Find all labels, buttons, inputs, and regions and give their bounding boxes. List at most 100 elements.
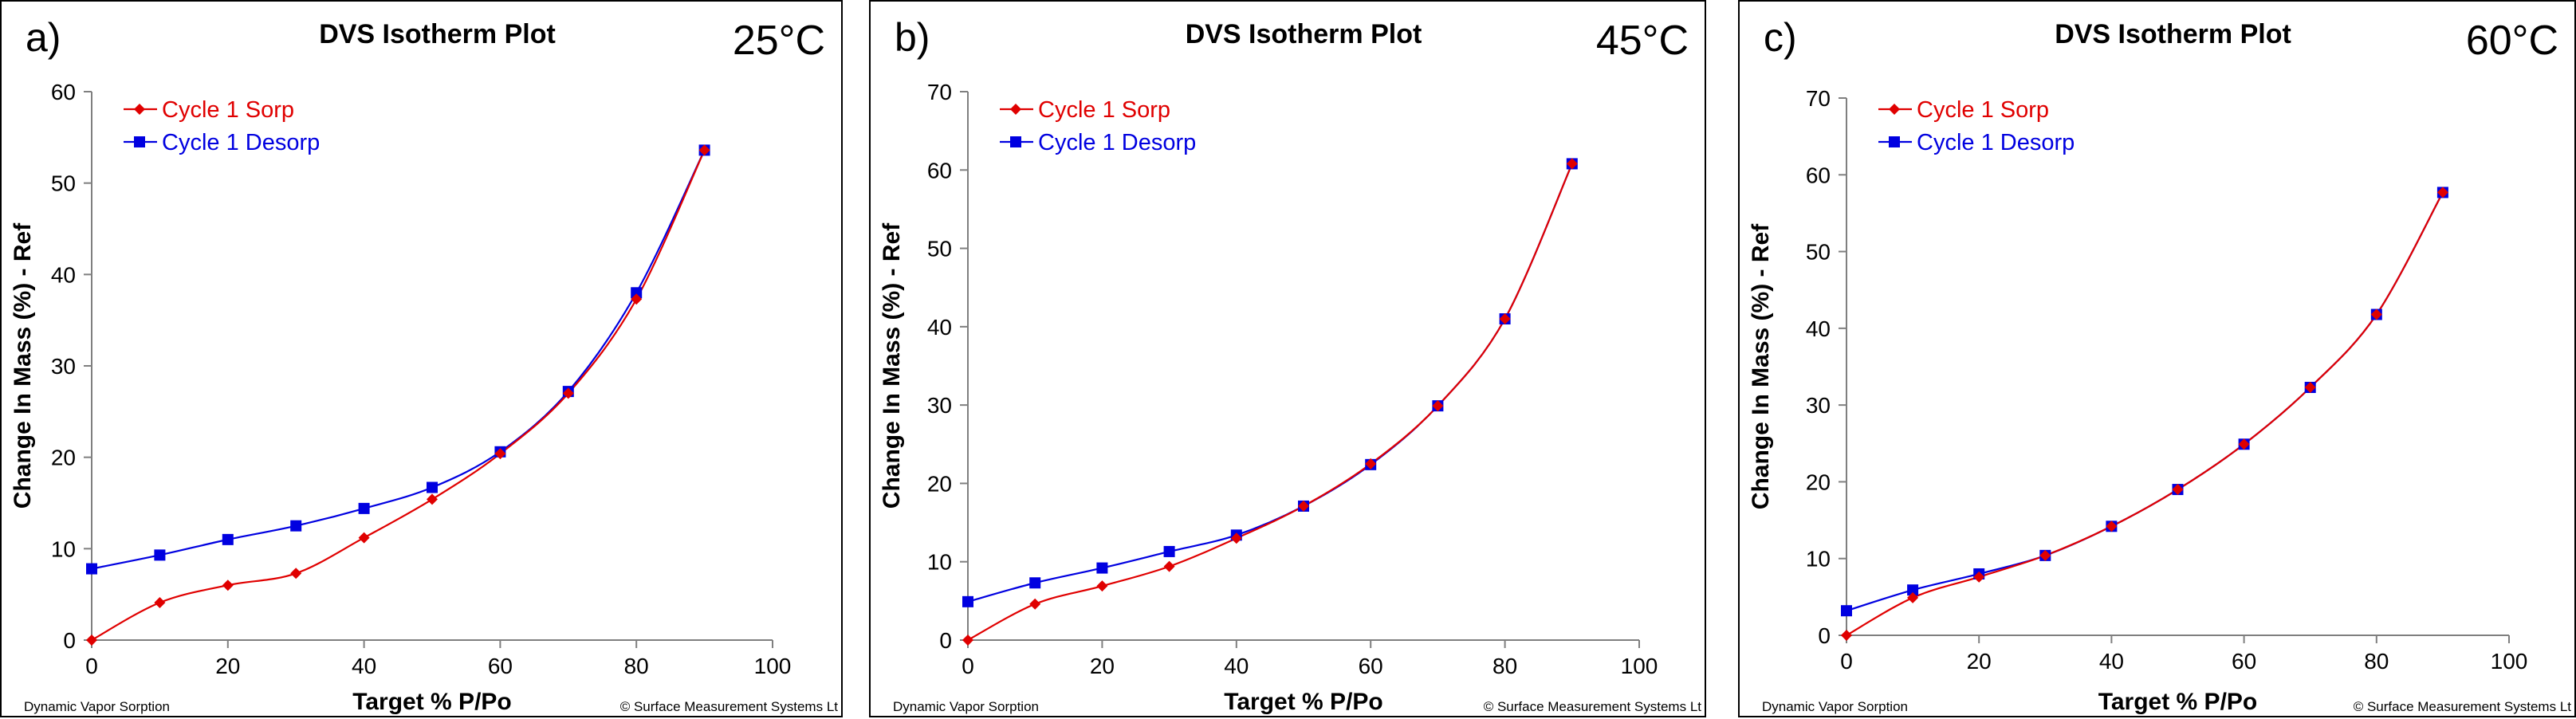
data-point-sorp — [427, 493, 438, 505]
x-tick-label: 80 — [1493, 654, 1517, 678]
data-point-sorp — [290, 568, 302, 580]
x-tick-label: 0 — [85, 654, 98, 678]
x-tick-label: 80 — [2364, 649, 2389, 674]
footer-left: Dynamic Vapor Sorption — [1762, 699, 1908, 714]
y-tick-label: 60 — [927, 158, 952, 183]
y-tick-label: 30 — [51, 354, 76, 379]
x-tick-label: 40 — [2099, 649, 2124, 674]
series-line-sorp — [1846, 191, 2444, 636]
legend-label-desorp: Cycle 1 Desorp — [1917, 130, 2075, 155]
series-line-desorp — [91, 149, 706, 570]
footer-right: © Surface Measurement Systems Lt — [1484, 699, 1702, 714]
data-point-desorp — [86, 563, 97, 575]
y-tick-label: 60 — [51, 80, 76, 104]
chart-svg: c) DVS Isotherm Plot 60°C 0 20 40 60 80 100 0 10 20… — [1748, 15, 2571, 715]
series-line-desorp — [967, 163, 1573, 603]
y-tick-label: 30 — [1806, 393, 1831, 418]
chart-svg: b) DVS Isotherm Plot 45°C 0 20 40 60 80 100 0 10 20… — [879, 15, 1702, 715]
data-point-sorp — [1029, 598, 1041, 610]
footer-left: Dynamic Vapor Sorption — [24, 699, 170, 714]
data-point-sorp — [1973, 571, 1985, 583]
x-tick-label: 40 — [352, 654, 376, 678]
data-point-desorp — [154, 549, 166, 561]
data-point-sorp — [222, 580, 234, 591]
chart-panel-c: c) DVS Isotherm Plot 60°C 0 20 40 60 80 100 0 10 20… — [1738, 0, 2576, 717]
data-point-desorp — [1029, 577, 1041, 589]
legend-label-sorp: Cycle 1 Sorp — [1917, 97, 2049, 123]
data-point-desorp — [1907, 584, 1919, 596]
data-point-desorp — [1841, 605, 1852, 617]
y-axis-title: Change In Mass (%) - Ref — [10, 222, 36, 509]
legend-marker-desorp — [1889, 136, 1900, 147]
y-tick-label: 50 — [51, 171, 76, 196]
data-point-sorp — [2172, 484, 2184, 496]
y-tick-label: 50 — [927, 237, 952, 261]
data-point-desorp — [631, 287, 643, 299]
data-point-sorp — [2436, 187, 2448, 198]
chart-panel-a: a) DVS Isotherm Plot 25°C 0 20 40 60 80 100 0 10 20… — [0, 0, 843, 717]
data-point-sorp — [2238, 438, 2250, 450]
panel-label: a) — [26, 15, 61, 60]
chart-title: DVS Isotherm Plot — [1186, 19, 1422, 49]
y-tick-label: 20 — [51, 446, 76, 470]
x-tick-label: 40 — [1224, 654, 1249, 678]
y-tick-label: 30 — [927, 393, 952, 418]
y-tick-label: 40 — [1806, 316, 1831, 341]
x-tick-label: 100 — [754, 654, 792, 678]
series-line-sorp — [967, 163, 1573, 641]
footer-right: © Surface Measurement Systems Lt — [620, 699, 839, 714]
data-point-desorp — [1096, 562, 1108, 574]
y-tick-label: 70 — [1806, 86, 1831, 111]
data-point-sorp — [2039, 549, 2051, 561]
x-tick-label: 0 — [962, 654, 974, 678]
legend-marker-desorp — [134, 136, 145, 147]
data-point-sorp — [631, 293, 643, 305]
data-point-desorp — [290, 520, 302, 532]
data-point-desorp — [1163, 545, 1175, 557]
data-point-sorp — [562, 387, 574, 399]
data-point-sorp — [1432, 400, 1444, 412]
legend-marker-sorp — [1889, 104, 1900, 115]
series-line-desorp — [1846, 191, 2444, 612]
chart-svg: a) DVS Isotherm Plot 25°C 0 20 40 60 80 100 0 10 20… — [10, 15, 839, 715]
temperature-label: 25°C — [733, 18, 825, 64]
legend-label-sorp: Cycle 1 Sorp — [1038, 97, 1170, 123]
y-axis-title: Change In Mass (%) - Ref — [1748, 223, 1774, 509]
x-tick-label: 0 — [1840, 649, 1853, 674]
data-point-sorp — [1499, 313, 1511, 325]
y-tick-label: 20 — [1806, 470, 1831, 494]
x-tick-label: 20 — [215, 654, 240, 678]
panel-label: c) — [1764, 15, 1797, 60]
data-point-sorp — [1163, 560, 1175, 572]
y-tick-label: 40 — [927, 315, 952, 340]
temperature-label: 60°C — [2466, 18, 2558, 64]
data-point-sorp — [962, 635, 973, 646]
legend-marker-desorp — [1010, 136, 1021, 147]
footer-left: Dynamic Vapor Sorption — [893, 699, 1039, 714]
x-tick-label: 20 — [1967, 649, 1992, 674]
x-tick-label: 80 — [624, 654, 649, 678]
x-tick-label: 60 — [488, 654, 513, 678]
data-point-sorp — [1230, 532, 1242, 544]
data-point-sorp — [698, 144, 710, 156]
legend-label-desorp: Cycle 1 Desorp — [1038, 130, 1196, 155]
legend-label-desorp: Cycle 1 Desorp — [162, 130, 320, 155]
data-point-desorp — [358, 502, 370, 514]
x-tick-label: 20 — [1090, 654, 1115, 678]
x-axis-title: Target % P/Po — [352, 689, 511, 715]
legend-marker-sorp — [1010, 104, 1021, 115]
data-point-sorp — [1566, 158, 1578, 170]
data-point-sorp — [154, 596, 166, 608]
x-tick-label: 100 — [2491, 649, 2528, 674]
data-point-desorp — [222, 533, 234, 545]
chart-title: DVS Isotherm Plot — [319, 19, 556, 49]
data-point-desorp — [962, 595, 973, 607]
chart-title: DVS Isotherm Plot — [2055, 19, 2291, 49]
y-tick-label: 60 — [1806, 163, 1831, 187]
y-tick-label: 0 — [1818, 623, 1831, 648]
y-tick-label: 10 — [51, 536, 76, 561]
data-point-sorp — [1841, 630, 1852, 641]
legend-label-sorp: Cycle 1 Sorp — [162, 97, 294, 123]
y-tick-label: 0 — [939, 628, 952, 653]
data-point-sorp — [2304, 381, 2316, 393]
